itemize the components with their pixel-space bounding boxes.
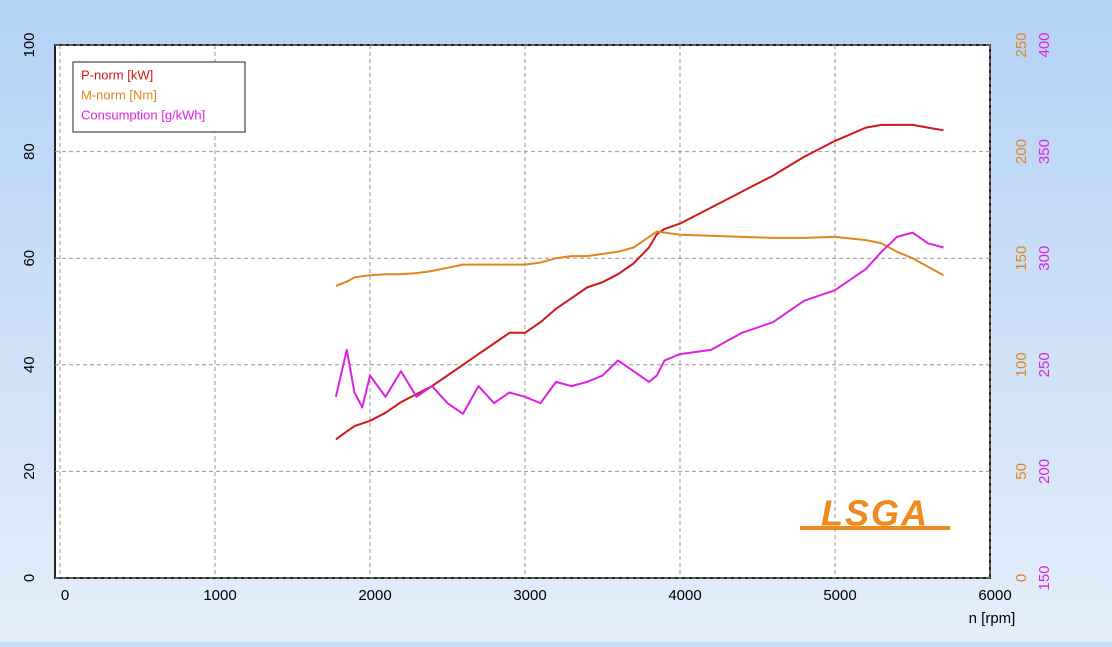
x-tick-label: 1000 (203, 587, 236, 604)
x-tick-label: 6000 (978, 587, 1011, 604)
y-tick-label: 20 (21, 463, 38, 480)
plot-area (54, 44, 991, 579)
y2-tick-label: 200 (1013, 139, 1030, 164)
x-tick-label: 5000 (823, 587, 856, 604)
logo-underline (800, 526, 950, 530)
legend-entry: M-norm [Nm] (81, 87, 157, 102)
series-line (335, 230, 944, 287)
y3-tick-label: 250 (1036, 352, 1053, 377)
x-tick-label: 2000 (358, 587, 391, 604)
legend-entry: P-norm [kW] (81, 67, 153, 82)
y2-tick-label: 250 (1013, 32, 1030, 57)
y-tick-label: 40 (21, 356, 38, 373)
y3-tick-label: 400 (1036, 32, 1053, 57)
x-tick-label: 4000 (668, 587, 701, 604)
x-tick-label: 3000 (513, 587, 546, 604)
y3-tick-label: 150 (1036, 565, 1053, 590)
x-axis-label: n [rpm] (969, 610, 1016, 627)
y2-tick-label: 150 (1013, 246, 1030, 271)
series-line (334, 231, 944, 415)
y-tick-label: 60 (21, 250, 38, 267)
y3-tick-label: 300 (1036, 246, 1053, 271)
y-tick-label: 100 (21, 32, 38, 57)
y2-tick-label: 50 (1013, 463, 1030, 480)
y3-tick-label: 350 (1036, 139, 1053, 164)
series-line (335, 123, 944, 441)
y3-tick-label: 200 (1036, 459, 1053, 484)
legend-entry: Consumption [g/kWh] (81, 107, 205, 122)
legend-box (72, 61, 246, 133)
y2-tick-label: 0 (1013, 574, 1030, 582)
x-tick-label: 0 (61, 587, 69, 604)
y-tick-label: 80 (21, 143, 38, 160)
y2-tick-label: 100 (1013, 352, 1030, 377)
y-tick-label: 0 (21, 574, 38, 582)
